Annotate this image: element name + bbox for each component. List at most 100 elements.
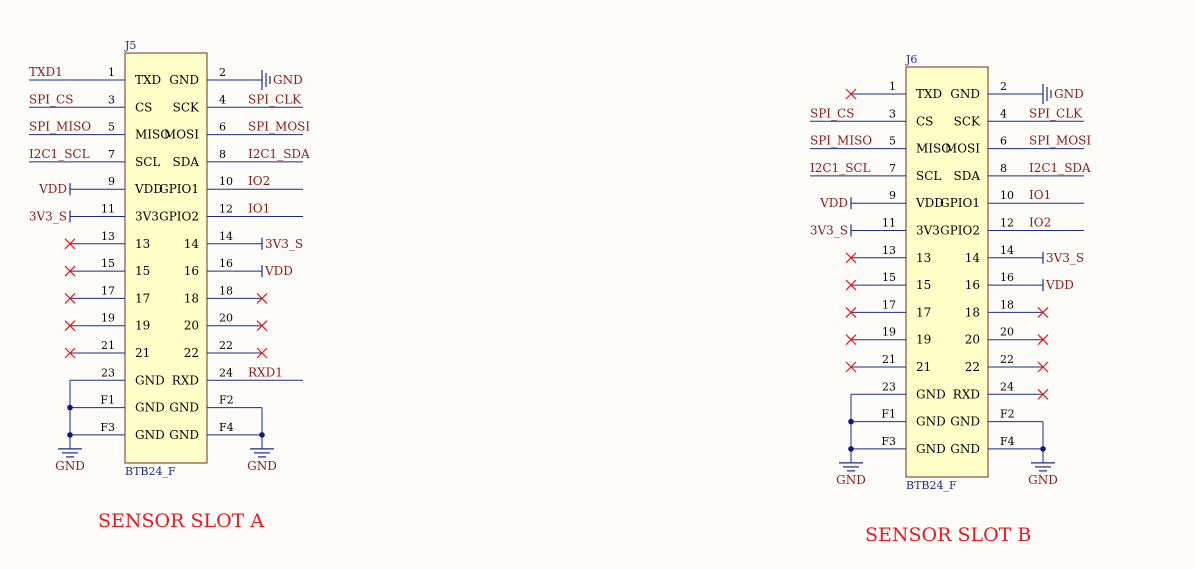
port-label: 3V3_S: [265, 237, 303, 251]
no-connect-right: [256, 320, 268, 332]
pin-name-right: 18: [184, 291, 199, 305]
pin-number-right: 4: [1000, 107, 1007, 120]
pin-number-left: 17: [101, 284, 115, 297]
pin-name-right: SCK: [173, 100, 200, 114]
pin-number-left: 21: [882, 353, 896, 366]
pin-name-left: 17: [916, 305, 931, 319]
pin-name-left: SCL: [135, 155, 160, 169]
pin-name-left: GND: [135, 401, 165, 415]
net-label-left: I2C1_SCL: [29, 147, 90, 161]
pin-name-left: 13: [135, 237, 150, 251]
power-port: 3V3_S: [261, 237, 303, 251]
no-connect-left: [845, 334, 857, 346]
power-port: VDD: [1042, 278, 1074, 292]
net-label-right: SPI_CLK: [248, 92, 302, 106]
no-connect-left: [845, 88, 857, 100]
pin-name-left: 15: [135, 264, 150, 278]
pin-name-left: MISO: [916, 142, 951, 156]
ground-label: GND: [836, 473, 866, 487]
ground-symbol-left: GND: [836, 462, 866, 487]
power-port: 3V3_S: [810, 224, 852, 238]
pin-row: 21 22 21 22: [64, 339, 268, 360]
pin-row: F1 F2 GND GND: [70, 394, 262, 415]
pin-name-left: VDD: [915, 196, 944, 210]
no-connect-left: [845, 361, 857, 373]
junction-dot: [1040, 446, 1046, 452]
part-label: BTB24_F: [906, 479, 957, 492]
pin-number-right: 24: [1000, 380, 1014, 393]
pin-name-right: GND: [169, 73, 199, 87]
pin-number-left: 1: [889, 80, 896, 93]
pin-number-left: 7: [108, 148, 115, 161]
net-label-right: SPI_MOSI: [1029, 134, 1091, 148]
pin-row: 3 4 CS SCK SPI_CS SPI_CLK: [29, 92, 303, 114]
pin-number-right: 24: [219, 366, 233, 379]
pin-name-right: GND: [950, 415, 980, 429]
pin-row: 15 16 15 16: [64, 257, 262, 278]
pin-number-left: 11: [882, 217, 896, 230]
pin-name-left: 21: [916, 360, 931, 374]
port-label: VDD: [264, 264, 293, 278]
no-connect-right: [1037, 334, 1049, 346]
pin-number-right: 22: [1000, 353, 1014, 366]
pin-name-left: GND: [135, 428, 165, 442]
pin-number-right: 20: [1000, 326, 1014, 339]
pin-name-right: GND: [169, 428, 199, 442]
junction-dot: [67, 404, 73, 411]
pin-name-left: 3V3: [916, 224, 940, 238]
pin-row: 21 22 21 22: [845, 353, 1049, 374]
net-label-right: I2C1_SDA: [248, 147, 310, 161]
pin-name-right: GPIO1: [940, 196, 980, 210]
pin-row: 11 12 3V3 GPIO2 IO1: [70, 202, 303, 224]
power-port: VDD: [38, 182, 71, 196]
no-connect-left: [64, 265, 76, 277]
pin-number-right: 12: [1000, 217, 1014, 230]
net-label-right: SPI_MOSI: [248, 120, 310, 134]
port-label: 3V3_S: [810, 224, 848, 238]
pin-row: 19 20 19 20: [64, 312, 268, 333]
pin-number-right: 4: [219, 93, 226, 106]
pin-name-left: 19: [916, 333, 931, 347]
pin-number-right: 6: [219, 121, 226, 134]
pin-number-right: 8: [219, 148, 226, 161]
pin-name-left: CS: [135, 100, 152, 114]
no-connect-left: [845, 306, 857, 318]
pin-row: 23 24 GND RXD: [851, 380, 1049, 401]
pin-number-left: 9: [889, 189, 896, 202]
net-label-right: IO2: [1029, 216, 1051, 230]
pin-name-right: RXD: [953, 387, 980, 401]
designator-label: J6: [905, 53, 917, 66]
net-label-right: I2C1_SDA: [1029, 161, 1091, 175]
pin-row: 1 2 TXD GND TXD1: [29, 65, 262, 87]
pin-number-left: 7: [889, 162, 896, 175]
net-label-left: SPI_MISO: [810, 134, 872, 148]
pin-name-right: RXD: [172, 373, 199, 387]
pin-name-left: CS: [916, 114, 933, 128]
pin-row: F3 F4 GND GND: [851, 435, 1043, 456]
pin-name-right: GPIO1: [159, 182, 199, 196]
pin-number-left: 1: [108, 66, 115, 79]
pin-number-right: 2: [219, 66, 226, 79]
pin-row: 19 20 19 20: [845, 326, 1049, 347]
net-label-right: IO1: [1029, 188, 1051, 202]
pin-number-right: 12: [219, 203, 233, 216]
pin-name-right: 14: [965, 251, 981, 265]
pin-number-left: 11: [101, 203, 115, 216]
designator-label: J5: [124, 39, 136, 52]
no-connect-left: [845, 279, 857, 291]
junction-dot: [848, 418, 854, 425]
pin-number-left: 19: [101, 312, 115, 325]
pin-name-right: 22: [184, 346, 199, 360]
port-label: GND: [273, 73, 303, 87]
connector-body: [905, 66, 989, 478]
no-connect-left: [64, 320, 76, 332]
pin-name-right: 16: [184, 264, 199, 278]
pin-number-left: 13: [101, 230, 115, 243]
ground-symbol-right: GND: [1028, 462, 1058, 487]
pin-number-right: 14: [1000, 244, 1014, 257]
pin-number-left: 23: [882, 380, 896, 393]
